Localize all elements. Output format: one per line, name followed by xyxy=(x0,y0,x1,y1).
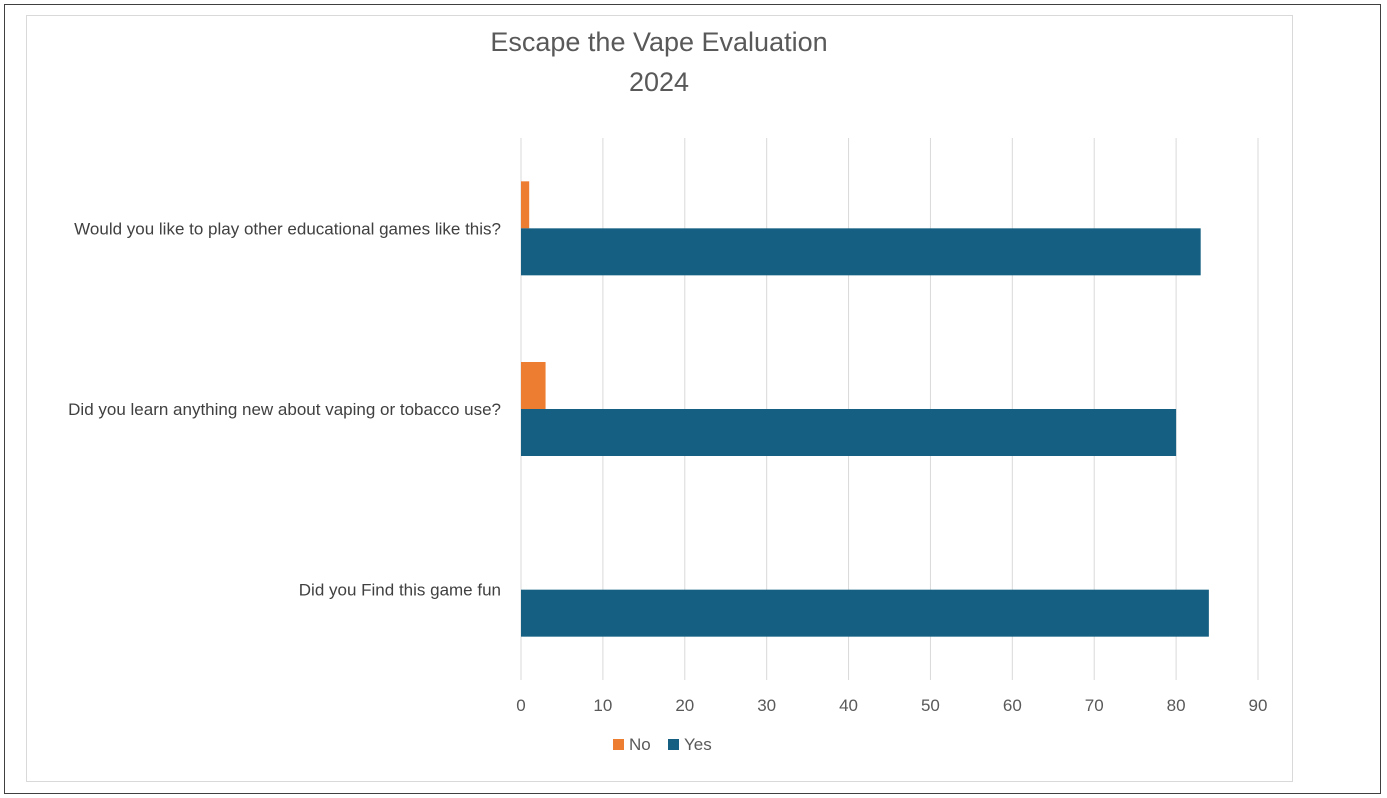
bar-no-0 xyxy=(521,181,530,229)
legend-label-no: No xyxy=(629,735,651,754)
legend-swatch-yes xyxy=(668,739,679,750)
x-tick-label-9: 90 xyxy=(1249,696,1268,715)
x-tick-label-8: 80 xyxy=(1167,696,1186,715)
category-label-1: Did you learn anything new about vaping … xyxy=(68,400,501,419)
x-tick-label-6: 60 xyxy=(1003,696,1022,715)
bar-yes-1 xyxy=(521,409,1177,456)
x-tick-label-1: 10 xyxy=(593,696,612,715)
bar-yes-2 xyxy=(521,589,1209,637)
chart-title: Escape the Vape Evaluation 2024 xyxy=(490,27,828,97)
outer-frame xyxy=(4,4,1381,794)
x-tick-label-4: 40 xyxy=(839,696,858,715)
x-tick-label-0: 0 xyxy=(516,696,525,715)
chart-area xyxy=(26,15,1293,782)
x-tick-label-3: 30 xyxy=(757,696,776,715)
bar-yes-0 xyxy=(521,228,1201,276)
category-label-2: Did you Find this game fun xyxy=(299,581,501,600)
x-tick-label-7: 70 xyxy=(1085,696,1104,715)
legend-label-yes: Yes xyxy=(684,735,712,754)
x-tick-label-5: 50 xyxy=(921,696,940,715)
bar-no-1 xyxy=(521,362,546,409)
category-label-0: Would you like to play other educational… xyxy=(74,219,501,238)
x-tick-label-2: 20 xyxy=(675,696,694,715)
legend-swatch-no xyxy=(613,739,624,750)
